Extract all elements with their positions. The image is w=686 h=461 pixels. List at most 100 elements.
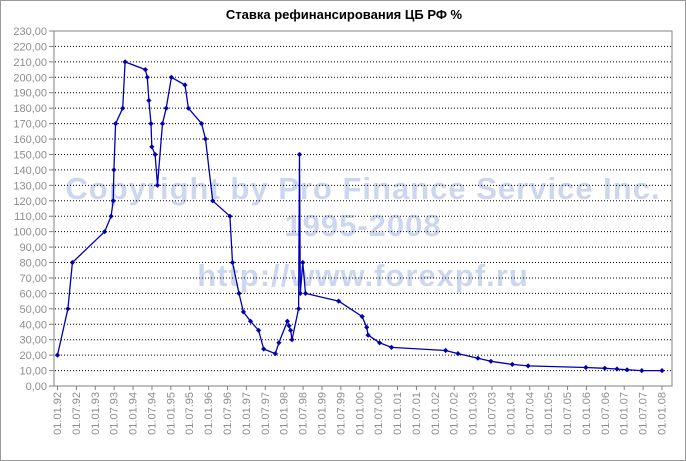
x-tick-label: 01.07.02 — [449, 392, 461, 435]
x-tick-label: 01.07.93 — [109, 392, 121, 435]
y-tick-label: 150,00 — [13, 149, 47, 161]
y-tick-label: 230,00 — [13, 26, 47, 38]
data-point-marker — [276, 340, 282, 346]
data-point-marker — [455, 351, 461, 357]
y-tick-label: 0,00 — [26, 381, 47, 393]
data-point-marker — [122, 59, 128, 65]
x-tick-label: 01.01.99 — [316, 392, 328, 435]
y-tick-label: 30,00 — [19, 335, 47, 347]
x-tick-label: 01.07.94 — [146, 392, 158, 435]
data-point-marker — [102, 229, 108, 235]
data-point-marker — [388, 344, 395, 350]
x-tick-label: 01.01.02 — [430, 392, 442, 435]
x-tick-label: 01.07.03 — [486, 392, 498, 435]
data-point-marker — [288, 327, 294, 333]
data-point-marker — [296, 306, 302, 312]
data-point-marker — [297, 290, 303, 296]
x-tick-label: 01.01.04 — [505, 392, 517, 435]
data-point-marker — [261, 346, 267, 352]
data-point-marker — [247, 318, 254, 324]
data-point-marker — [302, 290, 309, 296]
data-point-marker — [154, 182, 161, 188]
data-point-marker — [509, 361, 515, 367]
data-point-marker — [142, 67, 148, 73]
data-point-marker — [168, 74, 174, 80]
data-point-marker — [229, 259, 236, 266]
data-point-marker — [110, 198, 116, 204]
y-tick-label: 10,00 — [19, 366, 47, 378]
data-point-marker — [336, 298, 342, 304]
y-tick-label: 60,00 — [19, 288, 47, 300]
data-point-marker — [65, 306, 71, 312]
plot-border — [53, 30, 673, 387]
data-point-marker — [475, 355, 481, 361]
y-tick-label: 130,00 — [13, 180, 47, 192]
x-tick-label: 01.01.03 — [468, 392, 480, 435]
data-point-marker — [163, 105, 169, 111]
data-point-marker — [149, 144, 155, 150]
x-tick-label: 01.07.01 — [411, 392, 423, 435]
data-point-marker — [210, 198, 216, 204]
y-tick-label: 100,00 — [13, 227, 47, 239]
data-point-marker — [146, 97, 152, 104]
chart-title: Ставка рефинансирования ЦБ РФ % — [225, 7, 463, 22]
y-tick-label: 200,00 — [13, 72, 47, 84]
data-point-marker — [69, 259, 75, 266]
data-point-marker — [152, 151, 158, 158]
data-point-marker — [227, 213, 233, 219]
data-point-marker — [111, 167, 117, 173]
data-point-marker — [365, 332, 371, 338]
y-tick-label: 140,00 — [13, 165, 47, 177]
x-tick-label: 01.07.05 — [562, 392, 574, 435]
x-tick-label: 01.07.98 — [298, 392, 310, 435]
x-tick-label: 01.07.00 — [373, 392, 385, 435]
x-tick-label: 01.01.05 — [543, 392, 555, 435]
x-tick-label: 01.01.00 — [354, 392, 366, 435]
data-point-marker — [624, 367, 630, 373]
x-tick-label: 01.07.92 — [71, 392, 83, 435]
rate-markers — [54, 59, 665, 374]
data-point-marker — [159, 121, 166, 127]
data-point-marker — [359, 313, 365, 320]
y-tick-label: 70,00 — [19, 273, 47, 285]
x-tick-label: 01.07.06 — [600, 392, 612, 435]
data-point-marker — [113, 121, 119, 127]
y-tick-label: 50,00 — [19, 304, 47, 316]
data-point-marker — [583, 364, 589, 371]
data-point-marker — [286, 323, 292, 329]
y-tick-label: 90,00 — [19, 242, 47, 254]
data-point-marker — [199, 121, 205, 127]
x-tick-label: 01.01.92 — [52, 392, 64, 435]
axis-ticks — [49, 30, 663, 390]
x-tick-label: 01.01.93 — [90, 392, 102, 435]
x-tick-label: 01.01.08 — [657, 392, 669, 435]
x-tick-label: 01.01.07 — [619, 392, 631, 435]
x-tick-label: 01.07.96 — [222, 392, 234, 435]
x-tick-label: 01.01.98 — [279, 392, 291, 435]
y-tick-label: 80,00 — [19, 258, 47, 270]
y-tick-label: 210,00 — [13, 57, 47, 69]
y-tick-label: 190,00 — [13, 88, 47, 100]
x-axis-labels: 01.01.92 01.07.92 01.01.93 01.07.93 01.01.94… — [52, 392, 669, 435]
data-point-marker — [602, 365, 608, 371]
data-point-marker — [488, 358, 494, 364]
data-point-marker — [148, 121, 154, 127]
y-tick-label: 120,00 — [13, 196, 47, 208]
data-point-marker — [443, 347, 449, 354]
data-point-marker — [108, 213, 114, 219]
x-tick-label: 01.01.96 — [203, 392, 215, 435]
x-tick-label: 01.01.97 — [241, 392, 253, 435]
y-gridlines — [55, 45, 672, 372]
data-point-marker — [54, 352, 61, 358]
data-point-marker — [296, 151, 303, 158]
data-point-marker — [289, 337, 295, 343]
data-point-marker — [202, 136, 209, 142]
data-point-marker — [182, 82, 188, 88]
y-tick-label: 180,00 — [13, 103, 47, 115]
data-point-marker — [377, 340, 383, 346]
y-tick-label: 40,00 — [19, 319, 47, 331]
data-point-marker — [639, 368, 645, 374]
x-tick-label: 01.01.94 — [128, 392, 140, 435]
data-point-marker — [144, 74, 150, 80]
